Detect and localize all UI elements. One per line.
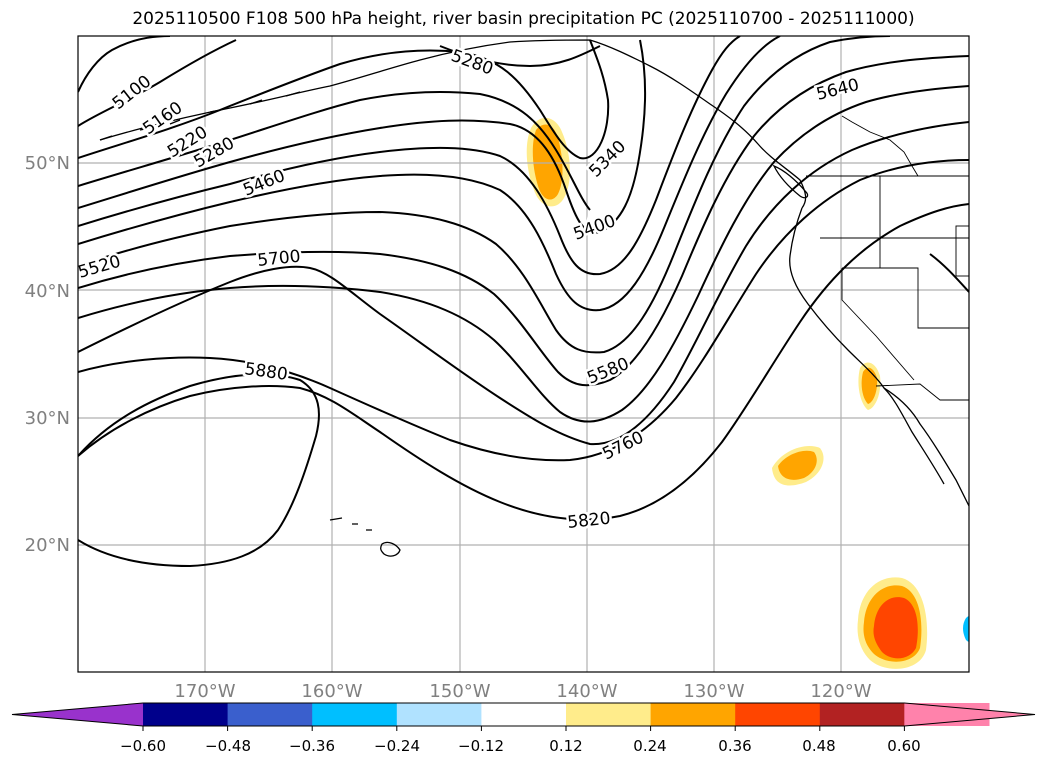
colorbar-extend-max: [904, 703, 1035, 726]
colorbar-extend-min: [12, 703, 143, 726]
contour-5280-west: [78, 91, 591, 211]
colorbar-segment: [650, 703, 736, 726]
colorbar-tick-label: 0.24: [633, 737, 666, 755]
contour-5700: [78, 121, 969, 446]
vancouver-island: [772, 164, 809, 199]
contour-5880: [78, 373, 320, 568]
colorbar-segment: [396, 703, 482, 726]
anomaly-patch-negative-edge: [963, 615, 969, 642]
gridlines: [78, 36, 969, 672]
lon-label: 120°W: [810, 681, 871, 702]
longitude-labels: 170°W 160°W 150°W 140°W 130°W 120°W: [174, 681, 871, 702]
height-contours: [78, 36, 969, 568]
colorbar-segment: [566, 703, 652, 726]
colorbar-segment: [735, 703, 821, 726]
lon-label: 170°W: [174, 681, 235, 702]
colorbar-tick-label: −0.48: [205, 737, 251, 755]
contour-5100: [78, 36, 171, 93]
lon-label: 150°W: [429, 681, 490, 702]
colorbar-tick-label: −0.12: [458, 737, 504, 755]
coastlines: [99, 39, 969, 557]
contour-5220: [78, 39, 610, 160]
lat-label: 30°N: [25, 408, 70, 429]
baja-peninsula: [883, 387, 945, 485]
colorbar-tick-label: −0.60: [120, 737, 166, 755]
colorbar-tick-label: 0.48: [802, 737, 835, 755]
alaska-coast: [99, 39, 807, 209]
colorbar-segment: [819, 703, 905, 726]
anomaly-patch-socal-core: [861, 367, 878, 404]
colorbar-tick-label: −0.36: [289, 737, 335, 755]
colorbar: [11, 702, 1036, 731]
lat-label: 40°N: [25, 281, 70, 302]
lon-label: 140°W: [556, 681, 617, 702]
hawaii-big-island: [380, 541, 401, 557]
contour-5640: [78, 85, 969, 423]
contour-5400: [78, 36, 741, 276]
anomaly-patch-subtropical-core: [778, 450, 817, 480]
lon-label: 130°W: [683, 681, 744, 702]
hawaii-islands: [329, 517, 372, 531]
colorbar-tick-label: 0.36: [718, 737, 751, 755]
contour-5160: [78, 39, 237, 127]
lat-label: 20°N: [25, 535, 70, 556]
west-coast: [789, 207, 969, 507]
map-title: 2025110500 F108 500 hPa height, river ba…: [132, 9, 915, 29]
anomaly-patch-tropical-core: [873, 597, 918, 659]
contour-5820: [78, 203, 969, 521]
colorbar-segment: [312, 703, 398, 726]
colorbar-tick-label: −0.24: [374, 737, 420, 755]
lon-label: 160°W: [301, 681, 362, 702]
plot-area: [78, 36, 969, 672]
political-borders: [806, 115, 969, 401]
shaded-anomalies: [526, 117, 969, 669]
contour-5820-east: [929, 253, 969, 293]
latitude-labels: 50°N 40°N 30°N 20°N: [25, 153, 70, 556]
contour-5340: [78, 39, 647, 234]
colorbar-segment: [481, 703, 567, 726]
colorbar-tick-label: 0.60: [887, 737, 920, 755]
contour-5520: [78, 36, 891, 354]
colorbar-ticks: −0.60 −0.48 −0.36 −0.24 −0.12 0.12 0.24 …: [120, 737, 921, 755]
colorbar-segment: [143, 703, 229, 726]
contour-5760: [78, 159, 969, 462]
contour-5460: [78, 36, 781, 312]
lat-label: 50°N: [25, 153, 70, 174]
colorbar-tick-label: 0.12: [549, 737, 582, 755]
contour-5280-north: [439, 45, 601, 68]
plot-frame: [77, 35, 970, 673]
colorbar-segment: [227, 703, 313, 726]
contour-5580: [78, 55, 969, 387]
